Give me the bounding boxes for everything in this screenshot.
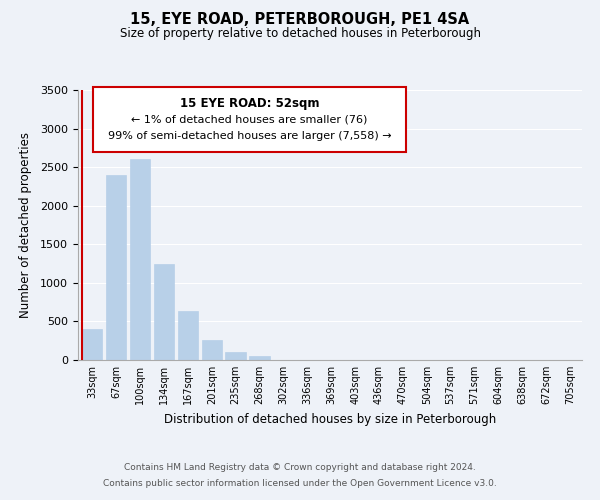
Text: 99% of semi-detached houses are larger (7,558) →: 99% of semi-detached houses are larger (… [107,132,391,141]
Bar [202,340,222,360]
X-axis label: Distribution of detached houses by size in Peterborough: Distribution of detached houses by size … [164,412,496,426]
Text: Contains public sector information licensed under the Open Government Licence v3: Contains public sector information licen… [103,478,497,488]
Text: Contains HM Land Registry data © Crown copyright and database right 2024.: Contains HM Land Registry data © Crown c… [124,464,476,472]
Y-axis label: Number of detached properties: Number of detached properties [19,132,32,318]
Text: ← 1% of detached houses are smaller (76): ← 1% of detached houses are smaller (76) [131,114,368,124]
Bar [178,310,198,360]
Text: Size of property relative to detached houses in Peterborough: Size of property relative to detached ho… [119,28,481,40]
Bar [250,356,269,360]
Bar [130,160,150,360]
Bar [226,352,246,360]
Bar [154,264,174,360]
Text: 15, EYE ROAD, PETERBOROUGH, PE1 4SA: 15, EYE ROAD, PETERBOROUGH, PE1 4SA [130,12,470,28]
Bar [82,329,103,360]
Bar [106,175,127,360]
FancyBboxPatch shape [93,88,406,152]
Text: 15 EYE ROAD: 52sqm: 15 EYE ROAD: 52sqm [179,96,319,110]
